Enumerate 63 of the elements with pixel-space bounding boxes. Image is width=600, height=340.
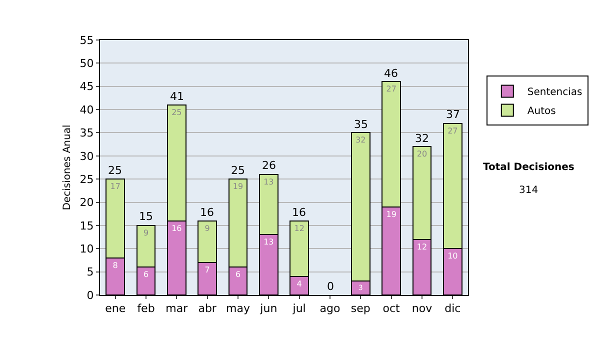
total-label: 26 <box>262 159 276 172</box>
x-tick-label: jul <box>292 302 306 316</box>
x-tick-label: feb <box>137 302 155 316</box>
total-label: 15 <box>139 210 153 223</box>
data-label: 12 <box>294 224 304 233</box>
total-label: 37 <box>446 108 460 121</box>
data-label: 20 <box>416 150 428 159</box>
data-label: 16 <box>172 224 182 233</box>
data-label: 13 <box>264 177 274 186</box>
data-label: 32 <box>356 136 366 145</box>
x-tick-label: oct <box>382 302 401 316</box>
total-label: 35 <box>354 118 368 131</box>
data-label: 6 <box>235 270 241 280</box>
y-tick-label: 40 <box>80 103 94 116</box>
x-tick-label: nov <box>412 302 433 316</box>
y-tick-label: 30 <box>80 150 94 163</box>
data-label: 27 <box>448 126 458 136</box>
total-label: 16 <box>292 206 306 219</box>
x-tick-label: ago <box>320 302 340 316</box>
data-label: 25 <box>172 108 182 117</box>
y-tick-label: 10 <box>80 242 94 256</box>
y-tick-label: 35 <box>80 126 94 140</box>
x-tick-label: abr <box>198 302 217 316</box>
total-label: 16 <box>200 206 214 219</box>
total-label: 41 <box>170 90 184 103</box>
total-label: 46 <box>384 67 398 80</box>
y-tick-label: 15 <box>80 219 94 232</box>
data-label: 10 <box>448 252 458 261</box>
data-label: 17 <box>110 182 120 192</box>
x-tick-label: jun <box>259 302 278 316</box>
x-tick-label: mar <box>166 302 188 316</box>
y-tick-label: 0 <box>86 288 94 302</box>
y-tick-label: 50 <box>80 57 94 70</box>
data-label: 12 <box>416 242 428 252</box>
data-label: 13 <box>264 238 274 247</box>
data-label: 19 <box>232 182 244 192</box>
total-label: 0 <box>327 280 334 293</box>
data-label: 27 <box>386 84 396 94</box>
data-label: 9 <box>143 228 149 238</box>
y-tick-label: 5 <box>86 266 94 279</box>
data-label: 4 <box>296 279 302 288</box>
y-tick-label: 25 <box>80 172 94 186</box>
y-axis-title: Decisiones Anual <box>62 124 73 210</box>
data-label: 3 <box>358 283 363 292</box>
total-label: 25 <box>108 164 122 177</box>
y-tick-label: 20 <box>80 196 94 210</box>
x-tick-label: may <box>226 302 250 316</box>
data-label: 6 <box>143 270 149 280</box>
text: Total Decisiones <box>483 162 574 173</box>
data-label: 9 <box>204 224 210 233</box>
total-label: 25 <box>231 164 245 177</box>
data-label: 7 <box>204 266 210 275</box>
data-label: 8 <box>112 260 118 270</box>
y-tick-label: 45 <box>80 80 94 94</box>
x-tick-label: ene <box>105 302 126 316</box>
legend-label: Sentencias <box>527 87 582 98</box>
text: 314 <box>519 185 538 196</box>
data-label: 19 <box>386 210 396 219</box>
legend-label: Autos <box>527 106 556 118</box>
x-tick-label: dic <box>444 302 461 316</box>
y-tick-label: 55 <box>80 34 94 47</box>
total-label: 32 <box>415 132 429 145</box>
x-tick-label: sep <box>350 302 370 316</box>
